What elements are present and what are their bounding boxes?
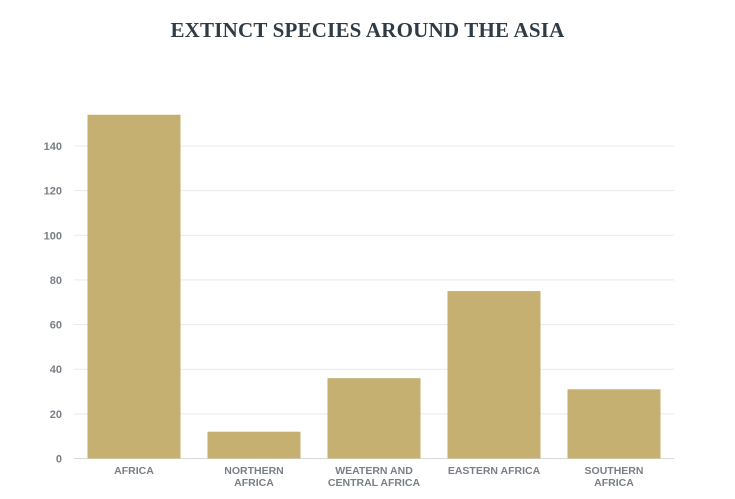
y-tick-label: 60 (50, 320, 62, 332)
x-tick-label: AFRICA (114, 465, 154, 477)
x-tick-label-line: CENTRAL AFRICA (328, 477, 421, 489)
x-tick-label: EASTERN AFRICA (448, 465, 541, 477)
bar (447, 291, 541, 459)
x-tick-label: WEATERN AND CENTRAL AFRICA (328, 465, 421, 489)
x-tick-label-line: EASTERN AFRICA (448, 465, 541, 477)
y-tick-label: 80 (50, 275, 62, 287)
x-tick-label-line: AFRICA (114, 465, 154, 477)
bar (567, 389, 661, 459)
y-tick-label: 40 (50, 364, 62, 376)
x-tick-label: SOUTHERN AFRICA (585, 465, 644, 489)
y-tick-label: 0 (56, 454, 62, 466)
bar (207, 431, 301, 459)
y-tick-label: 20 (50, 409, 62, 421)
y-tick-label: 120 (44, 186, 62, 198)
bar (327, 378, 421, 459)
x-tick-label-line: AFRICA (234, 477, 274, 489)
y-tick-label: 140 (44, 141, 62, 153)
x-tick-label-line: AFRICA (594, 477, 634, 489)
bar (87, 114, 181, 459)
x-tick-label-line: SOUTHERN (585, 465, 644, 477)
y-tick-label: 100 (44, 230, 62, 242)
x-tick-label: NORTHERN AFRICA (224, 465, 284, 489)
x-tick-label-line: WEATERN AND (335, 465, 413, 477)
x-tick-label-line: NORTHERN (224, 465, 284, 477)
chart-title: EXTINCT SPECIES AROUND THE ASIA (170, 18, 565, 42)
